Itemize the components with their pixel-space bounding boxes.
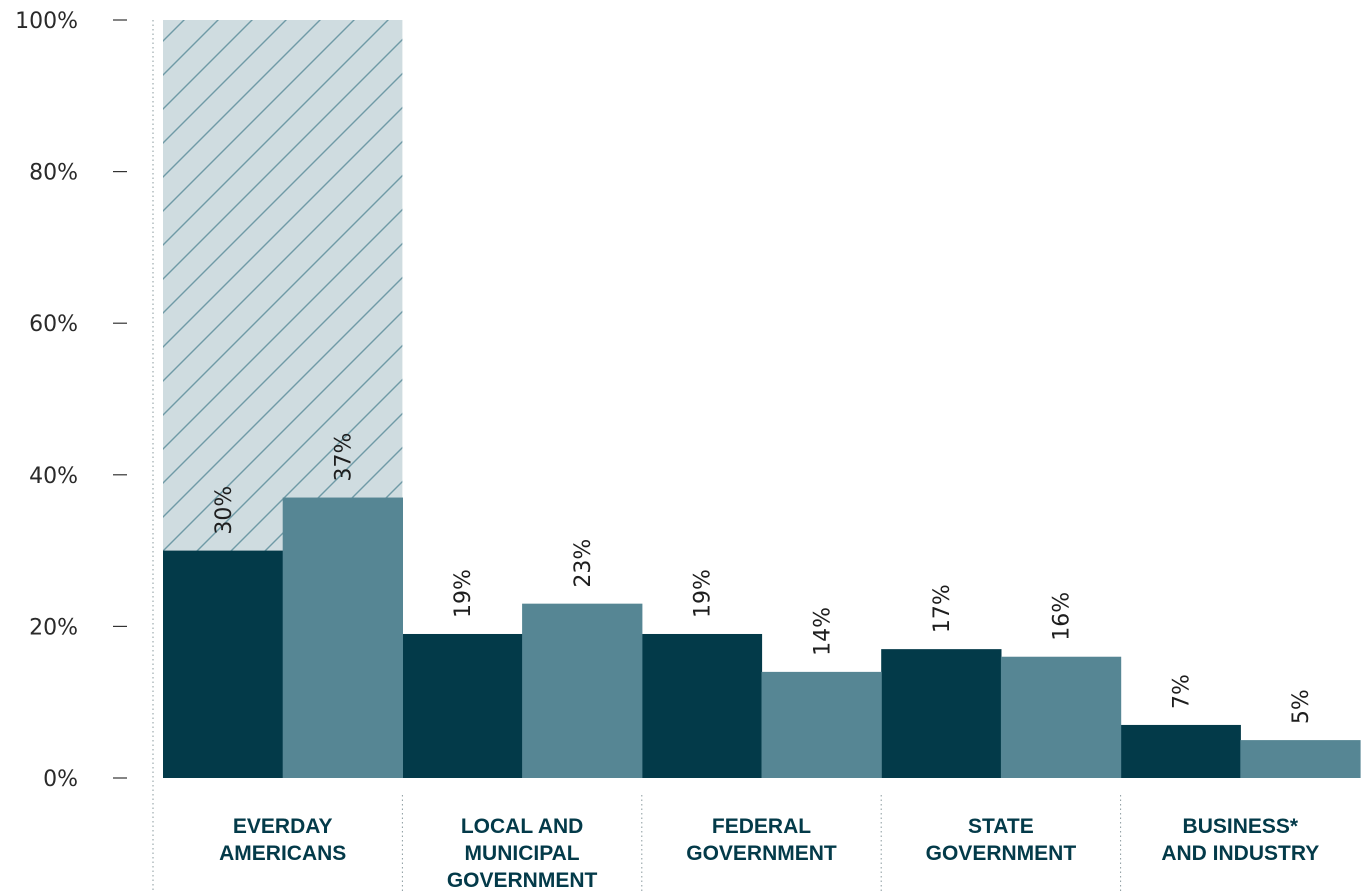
bar bbox=[1000, 656, 1122, 778]
category-label-line: GOVERNMENT bbox=[926, 842, 1077, 865]
category-label-line: BUSINESS* bbox=[1183, 815, 1299, 838]
bar-value-label: 19% bbox=[451, 569, 476, 618]
bar-value-label: 14% bbox=[810, 607, 835, 656]
y-tick-label: 100% bbox=[15, 9, 78, 34]
y-tick-label: 0% bbox=[43, 767, 78, 792]
bar bbox=[761, 671, 882, 778]
category-label-line: AND INDUSTRY bbox=[1161, 842, 1319, 865]
bar bbox=[402, 633, 523, 778]
y-tick-label: 40% bbox=[29, 464, 78, 489]
category-label: STATE GOVERNMENT bbox=[926, 815, 1077, 865]
bar-value-label: 7% bbox=[1169, 674, 1194, 709]
category-label-line: FEDERAL bbox=[712, 815, 811, 838]
bar-value-label: 16% bbox=[1050, 592, 1075, 641]
bar-value-label: 5% bbox=[1289, 689, 1314, 724]
bar bbox=[522, 603, 643, 778]
bar bbox=[1240, 740, 1361, 778]
y-tick-label: 80% bbox=[29, 161, 78, 186]
bar bbox=[881, 649, 1002, 778]
category-label-line: GOVERNMENT bbox=[447, 869, 598, 892]
category-labels: EVERDAY AMERICANS LOCAL AND MUNICIPAL GOVERN… bbox=[219, 815, 1319, 892]
bar bbox=[163, 550, 284, 778]
bar-value-label: 23% bbox=[571, 539, 596, 588]
bar-value-label: 17% bbox=[930, 584, 955, 633]
category-label-line: EVERDAY bbox=[233, 815, 333, 838]
bar-value-label: 37% bbox=[332, 433, 357, 482]
bar bbox=[1120, 724, 1241, 778]
bar bbox=[282, 497, 403, 778]
y-axis: 0% 20% 40% 60% 80% 100% bbox=[15, 9, 127, 792]
category-label: LOCAL AND MUNICIPAL GOVERNMENT bbox=[447, 815, 598, 892]
bar-value-label: 30% bbox=[212, 486, 237, 535]
category-label: FEDERAL GOVERNMENT bbox=[686, 815, 837, 865]
category-label: BUSINESS* AND INDUSTRY bbox=[1161, 815, 1319, 865]
category-separators bbox=[152, 20, 1122, 892]
y-tick-label: 20% bbox=[29, 615, 78, 640]
y-tick-label: 60% bbox=[29, 312, 78, 337]
category-label-line: LOCAL AND bbox=[461, 815, 584, 838]
bar bbox=[641, 633, 763, 778]
category-label: EVERDAY AMERICANS bbox=[219, 815, 346, 865]
category-label-line: MUNICIPAL bbox=[465, 842, 580, 865]
category-label-line: STATE bbox=[968, 815, 1034, 838]
category-label-line: GOVERNMENT bbox=[686, 842, 837, 865]
value-labels: 30% 19% 19% 17% 7% 37% 23% 14% 16% 5% bbox=[212, 433, 1314, 724]
bars bbox=[163, 497, 1361, 778]
bar-value-label: 19% bbox=[691, 569, 716, 618]
category-label-line: AMERICANS bbox=[219, 842, 346, 865]
